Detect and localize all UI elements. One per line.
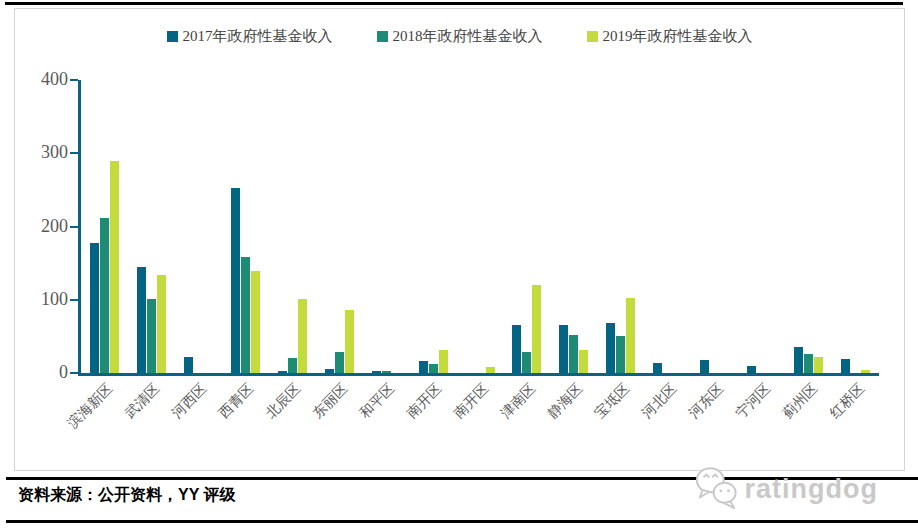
x-axis-label: 河北区: [638, 380, 680, 422]
legend-item: 2019年政府性基金收入: [587, 27, 753, 46]
bar: [288, 358, 297, 373]
x-axis-label: 滨海新区: [65, 380, 117, 432]
bar: [147, 299, 156, 373]
bar: [298, 299, 307, 373]
x-axis-label: 蓟州区: [779, 380, 821, 422]
x-axis-label: 静海区: [544, 380, 586, 422]
chart-frame: 2017年政府性基金收入2018年政府性基金收入2019年政府性基金收入 010…: [14, 8, 905, 471]
bar: [486, 367, 495, 373]
bar: [814, 357, 823, 373]
chat-bubbles-icon: [692, 464, 740, 514]
bar: [861, 370, 870, 373]
bar: [522, 352, 531, 373]
x-axis-label: 和平区: [356, 380, 398, 422]
bar: [569, 335, 578, 373]
x-axis-line: [78, 373, 879, 376]
x-axis-label: 宁河区: [732, 380, 774, 422]
y-tick-mark: [70, 152, 78, 154]
page: 2017年政府性基金收入2018年政府性基金收入2019年政府性基金收入 010…: [0, 0, 918, 528]
bar: [579, 350, 588, 373]
legend-label: 2018年政府性基金收入: [393, 27, 543, 46]
x-axis-label: 河东区: [685, 380, 727, 422]
legend-swatch: [377, 31, 388, 42]
bar: [251, 271, 260, 373]
bar: [532, 285, 541, 373]
bar: [616, 336, 625, 373]
bar: [90, 243, 99, 373]
bar: [241, 257, 250, 373]
legend-item: 2018年政府性基金收入: [377, 27, 543, 46]
y-tick-mark: [70, 372, 78, 374]
bar: [325, 369, 334, 373]
bar: [157, 275, 166, 373]
bar: [559, 325, 568, 373]
x-axis-label: 南开区: [403, 380, 445, 422]
watermark-text: ratingdog: [745, 474, 878, 505]
bar: [231, 188, 240, 373]
y-tick-label: 400: [41, 69, 68, 90]
bar: [382, 371, 391, 373]
legend-label: 2017年政府性基金收入: [183, 27, 333, 46]
bar: [429, 364, 438, 373]
y-tick-mark: [70, 226, 78, 228]
bar: [512, 325, 521, 373]
x-axis-label: 东丽区: [309, 380, 351, 422]
x-axis-label: 河西区: [169, 380, 211, 422]
bar: [439, 350, 448, 373]
legend-swatch: [167, 31, 178, 42]
bar: [794, 347, 803, 373]
bottom-rule: [6, 520, 918, 523]
y-tick-label: 300: [41, 142, 68, 163]
bar: [606, 323, 615, 373]
x-axis-label: 西青区: [216, 380, 258, 422]
watermark: ratingdog: [692, 464, 878, 514]
bar: [626, 298, 635, 373]
y-tick-mark: [70, 299, 78, 301]
y-tick-label: 200: [41, 216, 68, 237]
bar: [747, 366, 756, 373]
x-axis-label: 宝坻区: [591, 380, 633, 422]
bar: [110, 161, 119, 373]
top-rule: [5, 2, 903, 5]
x-axis-label: 北辰区: [263, 380, 305, 422]
bar: [804, 354, 813, 373]
x-axis-label: 武清区: [122, 380, 164, 422]
bar: [700, 360, 709, 373]
source-note: 资料来源：公开资料，YY 评级: [18, 485, 236, 506]
bar: [278, 371, 287, 373]
legend-label: 2019年政府性基金收入: [603, 27, 753, 46]
chart-legend: 2017年政府性基金收入 2018年政府性基金收入 2019年政府性基金收入: [15, 27, 904, 46]
bar: [335, 352, 344, 373]
bar: [372, 371, 381, 373]
bar: [184, 357, 193, 373]
plot-area: 0100200300400滨海新区武清区河西区西青区北辰区东丽区和平区南开区南开…: [81, 80, 879, 373]
y-tick-label: 100: [41, 289, 68, 310]
bar: [137, 267, 146, 373]
y-tick-mark: [70, 79, 78, 81]
bar: [653, 363, 662, 373]
y-axis-line: [78, 80, 81, 376]
bar: [419, 361, 428, 373]
x-axis-label: 津南区: [497, 380, 539, 422]
legend-item: 2017年政府性基金收入: [167, 27, 333, 46]
bar: [100, 218, 109, 373]
x-axis-label: 红桥区: [826, 380, 868, 422]
bar: [841, 359, 850, 373]
bar: [345, 310, 354, 373]
y-tick-label: 0: [59, 362, 68, 383]
x-axis-label: 南开区: [450, 380, 492, 422]
legend-swatch: [587, 31, 598, 42]
